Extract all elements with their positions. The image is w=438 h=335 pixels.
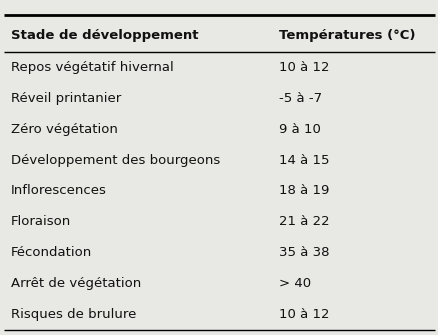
Text: 9 à 10: 9 à 10 xyxy=(278,123,320,136)
Text: 10 à 12: 10 à 12 xyxy=(278,308,328,321)
Text: 14 à 15: 14 à 15 xyxy=(278,153,328,166)
Text: 10 à 12: 10 à 12 xyxy=(278,61,328,74)
Text: -5 à -7: -5 à -7 xyxy=(278,92,321,105)
Text: Repos végétatif hivernal: Repos végétatif hivernal xyxy=(11,61,173,74)
Text: 35 à 38: 35 à 38 xyxy=(278,246,328,259)
Text: Réveil printanier: Réveil printanier xyxy=(11,92,121,105)
Text: Floraison: Floraison xyxy=(11,215,71,228)
Text: 21 à 22: 21 à 22 xyxy=(278,215,328,228)
Text: Risques de brulure: Risques de brulure xyxy=(11,308,136,321)
Text: Inflorescences: Inflorescences xyxy=(11,185,106,197)
Text: > 40: > 40 xyxy=(278,277,310,290)
Text: Zéro végétation: Zéro végétation xyxy=(11,123,117,136)
Text: Arrêt de végétation: Arrêt de végétation xyxy=(11,277,141,290)
Text: Développement des bourgeons: Développement des bourgeons xyxy=(11,153,220,166)
Text: Fécondation: Fécondation xyxy=(11,246,92,259)
Text: Températures (°C): Températures (°C) xyxy=(278,29,414,42)
Text: Stade de développement: Stade de développement xyxy=(11,29,198,42)
Text: 18 à 19: 18 à 19 xyxy=(278,185,328,197)
